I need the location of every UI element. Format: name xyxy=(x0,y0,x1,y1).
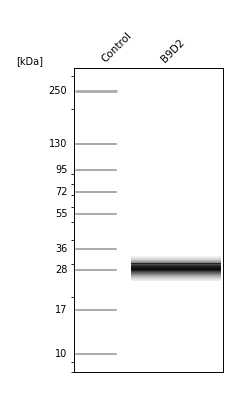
Text: 72: 72 xyxy=(55,188,67,198)
Text: 250: 250 xyxy=(49,86,67,96)
Text: 36: 36 xyxy=(55,244,67,254)
Text: 28: 28 xyxy=(55,265,67,275)
Text: Control: Control xyxy=(99,30,133,64)
Text: 130: 130 xyxy=(49,139,67,149)
Text: [kDa]: [kDa] xyxy=(16,56,43,66)
Text: 17: 17 xyxy=(55,305,67,315)
Text: 10: 10 xyxy=(55,349,67,359)
Text: 55: 55 xyxy=(55,210,67,220)
Text: B9D2: B9D2 xyxy=(158,37,185,64)
Text: 95: 95 xyxy=(55,165,67,175)
